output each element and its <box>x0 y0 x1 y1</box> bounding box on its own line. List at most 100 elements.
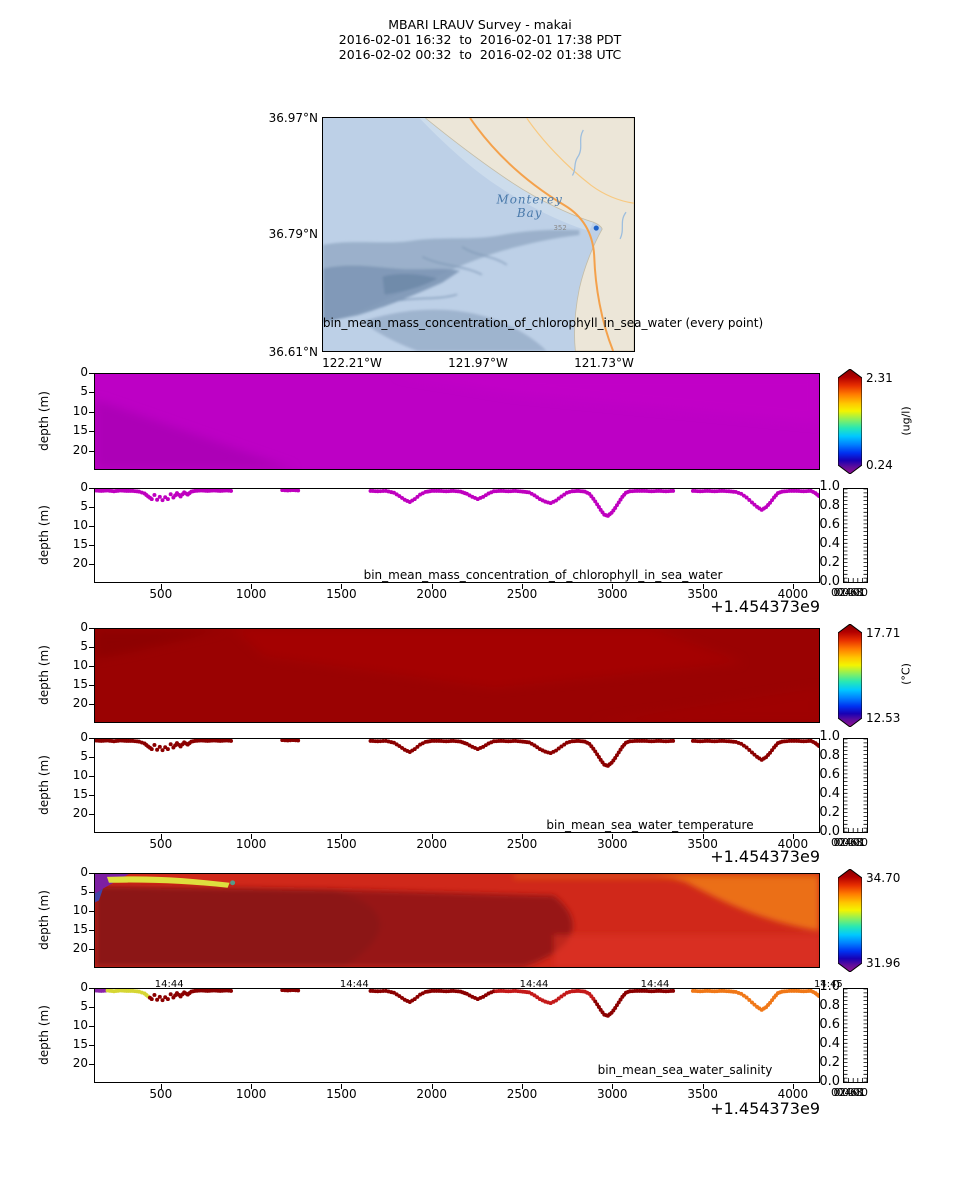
map-shelf <box>419 118 594 232</box>
data-point <box>817 494 819 499</box>
map-contour-label: 352 <box>554 224 567 232</box>
y-axis-label: depth (m) <box>37 645 51 705</box>
x-tick-mark <box>522 1084 523 1089</box>
data-point <box>554 498 559 503</box>
chlorophyll-scatter-plot <box>94 488 820 583</box>
y-axis-label: depth (m) <box>37 505 51 565</box>
x-tick-mark <box>612 1084 614 1089</box>
map-lat-label-bottom: 36.61°N <box>268 345 318 359</box>
y-axis-label: depth (m) <box>37 890 51 950</box>
x-tick-mark <box>431 834 433 839</box>
y-axis-label: depth (m) <box>37 1005 51 1065</box>
salinity-colorbar-max: 34.70 <box>866 871 901 885</box>
data-point <box>596 1005 601 1009</box>
aux-axis-garbled-ticks: 0.00.20.40.60.81.0 <box>831 586 868 599</box>
figure-title: MBARI LRAUV Survey - makai <box>388 17 572 32</box>
chlorophyll-aux-axis <box>843 488 868 583</box>
data-point <box>149 997 154 1002</box>
x-tick-mark <box>792 584 794 589</box>
data-point <box>168 992 173 997</box>
data-point <box>671 489 676 493</box>
data-point <box>591 996 596 1001</box>
data-point <box>556 746 561 751</box>
x-tick-mark <box>160 1084 162 1089</box>
time-range-pdt: 2016-02-01 16:32 to 2016-02-01 17:38 PDT <box>338 32 622 47</box>
x-tick-mark <box>251 1084 253 1089</box>
map-lat-label-top: 36.97°N <box>268 111 318 125</box>
data-point <box>160 498 165 503</box>
data-point <box>817 994 819 999</box>
data-point <box>556 996 561 1001</box>
x-tick-mark <box>702 834 704 839</box>
data-point <box>152 743 157 747</box>
data-point <box>160 748 165 753</box>
data-point <box>752 752 757 757</box>
data-point <box>554 748 559 753</box>
aux-axis-ticks <box>843 488 868 583</box>
x-tick-mark <box>341 1084 343 1089</box>
temperature-colorbar-min: 12.53 <box>866 711 901 725</box>
data-point <box>556 496 561 501</box>
x-tick-label: 3000 <box>597 587 628 601</box>
data-point <box>229 989 234 993</box>
data-point <box>747 498 752 502</box>
temperature-section-plot <box>94 628 820 723</box>
chlorophyll-section-plot <box>94 373 820 470</box>
data-point <box>559 994 564 999</box>
chlorophyll-colorbar-max: 2.31 <box>866 371 893 385</box>
x-tick-label: 3000 <box>597 1087 628 1101</box>
x-tick-mark <box>251 584 253 589</box>
data-point <box>165 497 170 502</box>
temperature-colorbar <box>838 624 862 727</box>
data-point <box>559 494 564 499</box>
data-point <box>160 998 165 1003</box>
data-point <box>554 998 559 1003</box>
data-point <box>616 750 621 755</box>
data-point <box>744 745 749 750</box>
x-tick-mark <box>792 1084 794 1089</box>
y-tick-label: 0 <box>80 480 88 494</box>
data-point <box>593 999 598 1004</box>
x-axis-offset-label: +1.454373e9 <box>710 597 820 616</box>
aux-axis-garbled-ticks: 0.00.20.40.60.81.0 <box>831 836 868 849</box>
data-point <box>752 502 757 507</box>
data-point <box>744 495 749 500</box>
data-point <box>752 1002 757 1007</box>
x-tick-mark <box>702 1084 704 1089</box>
data-point <box>155 997 160 1002</box>
x-tick-label: 1500 <box>326 587 357 601</box>
data-point <box>296 989 301 993</box>
data-point <box>168 742 173 747</box>
data-point <box>593 499 598 504</box>
x-axis-offset-label: +1.454373e9 <box>710 1099 820 1118</box>
map-lat-label-mid: 36.79°N <box>268 227 318 241</box>
data-point <box>591 496 596 501</box>
data-point <box>415 994 420 999</box>
data-point <box>415 494 420 499</box>
data-point <box>591 746 596 751</box>
salinity-scatter-plot <box>94 988 820 1083</box>
data-point <box>671 739 676 743</box>
x-axis-offset-label: +1.454373e9 <box>710 847 820 866</box>
map-road-highway <box>469 118 615 351</box>
map-land <box>424 118 634 351</box>
x-tick-label: 500 <box>149 837 173 851</box>
data-point <box>744 995 749 1000</box>
data-point <box>165 747 170 752</box>
data-point <box>157 994 162 999</box>
x-tick-label: 1500 <box>326 1087 357 1101</box>
map-lon-label-right: 121.73°W <box>574 356 634 370</box>
temperature-colorbar-unit: (°C) <box>899 663 913 685</box>
salinity-colorbar <box>838 869 862 972</box>
x-tick-mark <box>251 834 253 839</box>
data-point <box>613 506 618 510</box>
x-tick-label: 3000 <box>597 837 628 851</box>
map-place-name-line1: Monterey <box>496 192 563 206</box>
data-point <box>616 500 621 505</box>
map-lon-label-left: 122.21°W <box>322 356 382 370</box>
data-point <box>229 489 234 493</box>
map-image: Monterey Bay 352 <box>323 118 634 351</box>
map-place-name-line2: Bay <box>516 206 543 220</box>
chlorophyll-colorbar-min: 0.24 <box>866 458 893 472</box>
x-tick-label: 1000 <box>235 1087 267 1101</box>
